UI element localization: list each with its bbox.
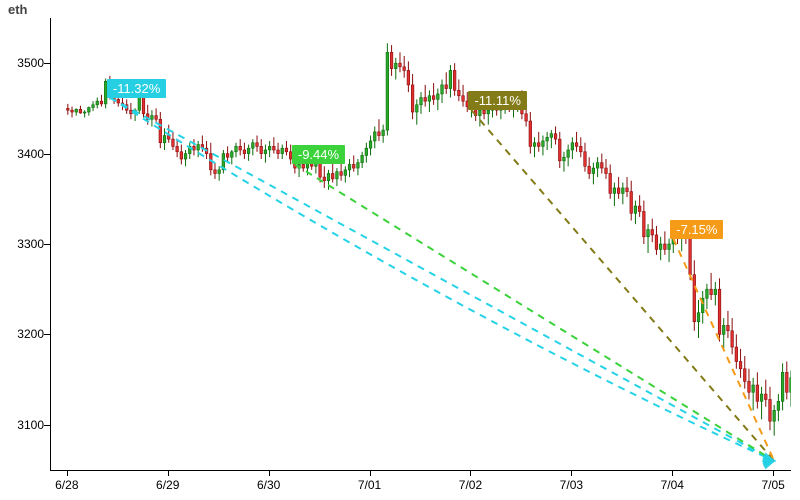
y-tick-label: 3200 — [0, 327, 44, 341]
y-tick-mark — [44, 334, 50, 335]
y-tick-mark — [44, 154, 50, 155]
candlestick-chart: eth 3100 3200 3300 3400 3500 6/28 6/29 6/30 7/0… — [0, 0, 800, 500]
y-tick-mark — [44, 63, 50, 64]
x-tick-label: 7/02 — [459, 478, 482, 492]
x-tick-mark — [672, 470, 673, 476]
percent-change-label: -11.11% — [468, 91, 527, 110]
x-tick-label: 7/05 — [761, 478, 784, 492]
y-tick-label: 3400 — [0, 147, 44, 161]
y-tick-mark — [44, 244, 50, 245]
x-tick-mark — [269, 470, 270, 476]
chart-title: eth — [8, 2, 28, 17]
x-tick-label: 6/29 — [156, 478, 179, 492]
y-tick-label: 3500 — [0, 56, 44, 70]
x-tick-label: 7/04 — [661, 478, 684, 492]
x-tick-mark — [571, 470, 572, 476]
x-tick-label: 7/01 — [358, 478, 381, 492]
y-tick-label: 3300 — [0, 237, 44, 251]
x-tick-mark — [168, 470, 169, 476]
percent-change-label: -7.15% — [670, 220, 723, 239]
x-tick-mark — [773, 470, 774, 476]
x-tick-mark — [470, 470, 471, 476]
percent-change-label: -9.44% — [292, 145, 345, 164]
x-tick-mark — [67, 470, 68, 476]
y-tick-mark — [44, 425, 50, 426]
x-tick-label: 6/30 — [257, 478, 280, 492]
percent-change-label: -11.32% — [107, 79, 166, 98]
x-tick-label: 7/03 — [560, 478, 583, 492]
x-tick-mark — [370, 470, 371, 476]
y-tick-label: 3100 — [0, 418, 44, 432]
x-tick-label: 6/28 — [55, 478, 78, 492]
